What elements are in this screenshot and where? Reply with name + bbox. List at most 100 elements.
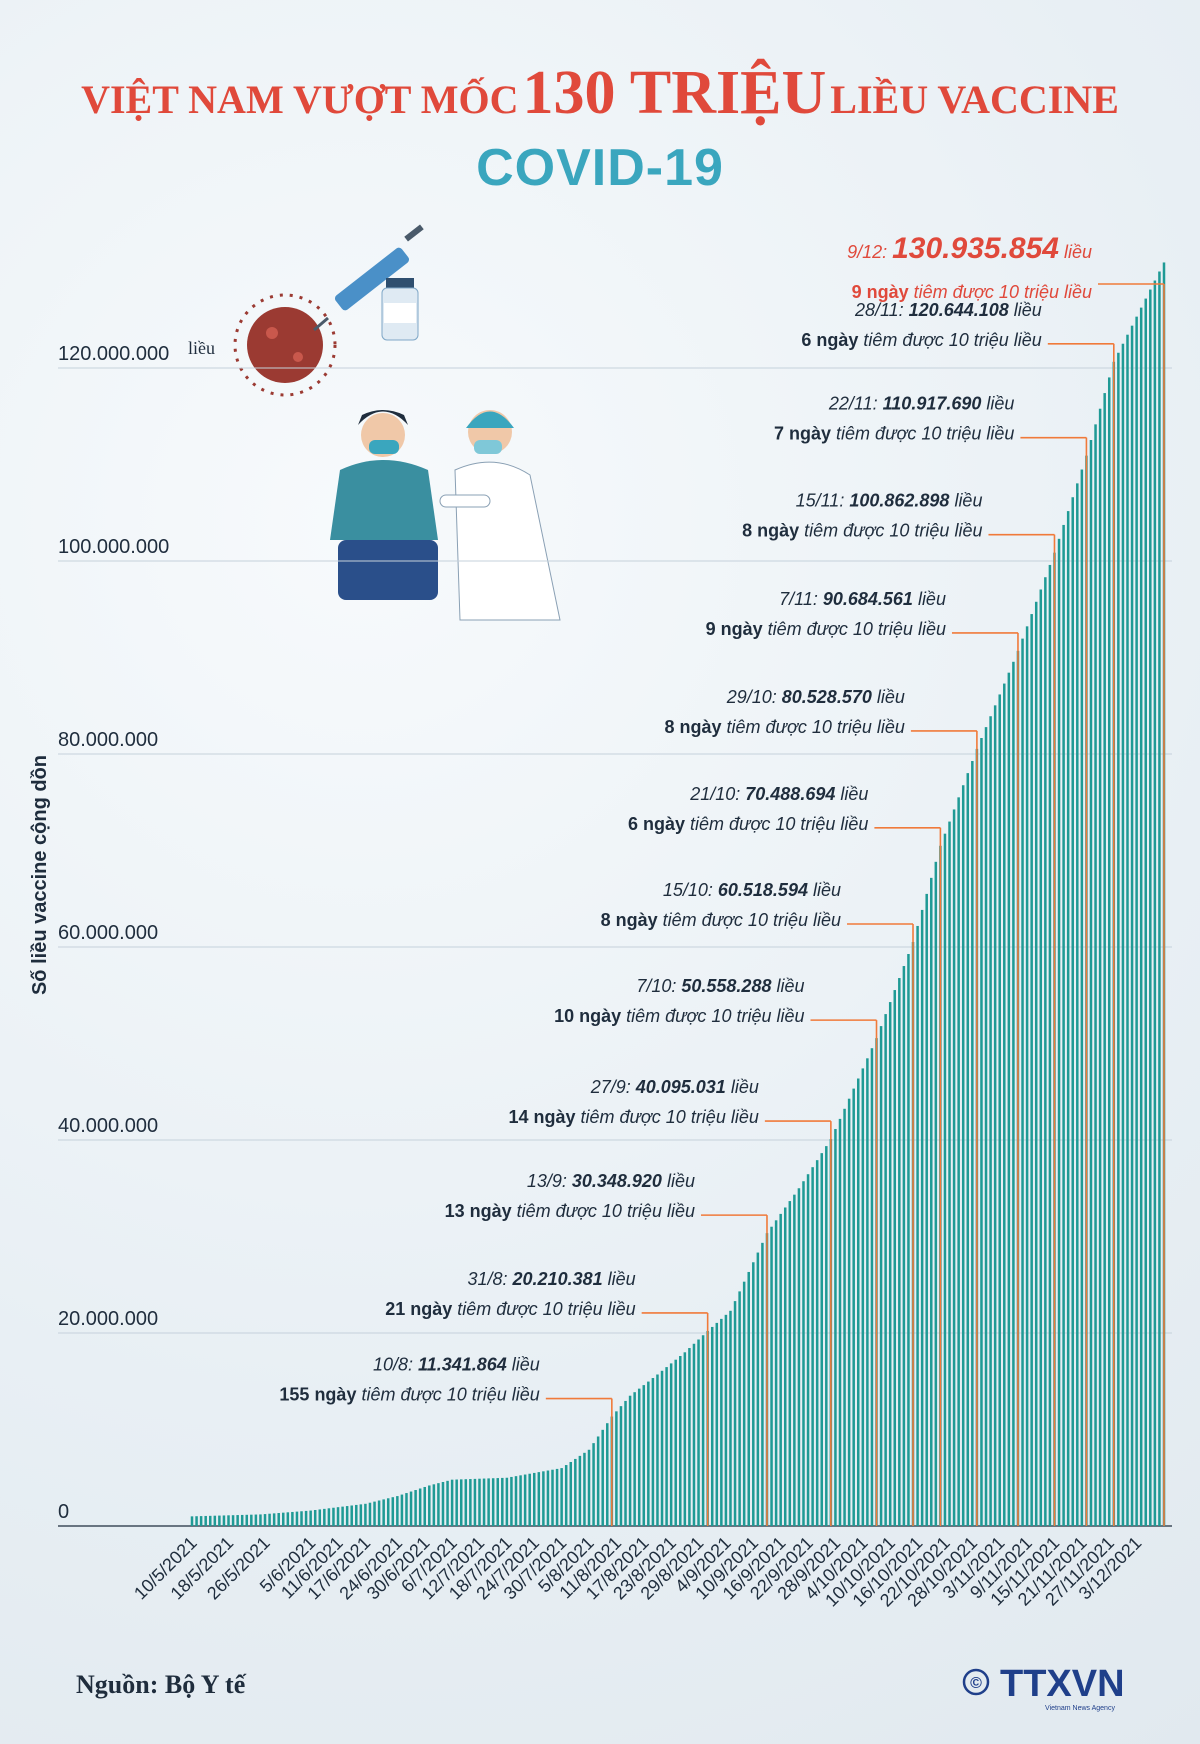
bar bbox=[437, 1483, 440, 1526]
bar bbox=[277, 1513, 280, 1526]
bar bbox=[195, 1516, 198, 1526]
bar bbox=[633, 1392, 636, 1526]
title-part2: LIỀU VACCINE bbox=[830, 77, 1119, 122]
bar bbox=[811, 1167, 814, 1526]
milestone-value: 120.644.108 bbox=[909, 300, 1009, 320]
milestone-days: 10 ngày bbox=[554, 1006, 626, 1026]
bar bbox=[236, 1515, 239, 1526]
milestone-date: 15/11: bbox=[796, 491, 850, 511]
milestone-rate-label: 9 ngày tiêm được 10 triệu liều bbox=[706, 619, 946, 639]
bar bbox=[1003, 683, 1006, 1526]
bar bbox=[1153, 280, 1157, 1526]
bar bbox=[473, 1478, 477, 1526]
milestone-value: 80.528.570 bbox=[782, 687, 872, 707]
bar bbox=[428, 1485, 431, 1526]
title-number: 130 TRIỆU bbox=[522, 59, 827, 127]
bar bbox=[309, 1510, 312, 1526]
y-tick-label: 100.000.000 bbox=[58, 536, 169, 558]
milestone-days: 21 ngày bbox=[385, 1299, 457, 1319]
y-tick-label: 60.000.000 bbox=[58, 922, 158, 944]
milestone-value: 20.210.381 bbox=[512, 1269, 603, 1289]
bar bbox=[665, 1367, 668, 1526]
milestone-days: 9 ngày bbox=[706, 619, 768, 639]
bar bbox=[1080, 469, 1084, 1526]
bar bbox=[245, 1514, 249, 1526]
milestone-days: 155 ngày bbox=[279, 1385, 361, 1405]
milestone-days: 6 ngày bbox=[801, 330, 863, 350]
bar bbox=[993, 705, 997, 1526]
bar bbox=[528, 1473, 531, 1526]
bar bbox=[888, 1002, 892, 1526]
milestone-note: tiêm được 10 triệu liều bbox=[663, 910, 841, 930]
milestone-date: 9/12: bbox=[847, 242, 892, 262]
bar bbox=[396, 1496, 399, 1526]
bar bbox=[1089, 440, 1093, 1526]
bar bbox=[332, 1507, 335, 1526]
milestone-value-label: 27/9: 40.095.031 liều bbox=[590, 1077, 759, 1097]
milestone-value-label: 9/12: 130.935.854 liều bbox=[847, 232, 1092, 265]
bar bbox=[660, 1370, 664, 1526]
bar bbox=[1126, 334, 1129, 1526]
bar bbox=[359, 1504, 363, 1526]
virus-icon bbox=[233, 293, 337, 397]
milestone-rate-label: 10 ngày tiêm được 10 triệu liều bbox=[554, 1006, 804, 1026]
bar bbox=[720, 1318, 723, 1526]
milestone-rate-label: 8 ngày tiêm được 10 triệu liều bbox=[601, 910, 841, 930]
syringe-icon bbox=[313, 224, 424, 332]
bar bbox=[313, 1509, 317, 1526]
bar bbox=[469, 1479, 472, 1526]
milestone-date: 15/10: bbox=[663, 880, 718, 900]
bar bbox=[1158, 271, 1161, 1526]
bar bbox=[1007, 672, 1011, 1526]
bar bbox=[542, 1471, 545, 1526]
bar bbox=[601, 1429, 604, 1526]
milestone-date: 28/11: bbox=[854, 300, 909, 320]
milestone-date: 27/9: bbox=[590, 1077, 636, 1097]
bar bbox=[783, 1207, 787, 1526]
bar bbox=[231, 1515, 235, 1526]
bar bbox=[907, 954, 910, 1526]
bar bbox=[574, 1458, 577, 1526]
bar bbox=[669, 1363, 673, 1526]
bar bbox=[674, 1359, 677, 1526]
bar bbox=[382, 1499, 385, 1526]
milestone-rate-label: 8 ngày tiêm được 10 triệu liều bbox=[664, 717, 904, 737]
bar bbox=[989, 716, 992, 1526]
bar bbox=[327, 1508, 331, 1526]
bar bbox=[1139, 307, 1143, 1527]
milestone-unit: liều bbox=[913, 589, 946, 609]
milestone-note: tiêm được 10 triệu liều bbox=[863, 330, 1041, 350]
bar bbox=[405, 1493, 408, 1526]
svg-text:Vietnam News Agency: Vietnam News Agency bbox=[1045, 1705, 1115, 1712]
bar bbox=[464, 1479, 468, 1526]
bar bbox=[459, 1479, 463, 1526]
bar bbox=[596, 1436, 600, 1526]
bar bbox=[355, 1504, 358, 1526]
bar bbox=[190, 1516, 194, 1526]
bar bbox=[847, 1098, 851, 1526]
milestone-unit: liều bbox=[808, 880, 841, 900]
y-tick-label: 40.000.000 bbox=[58, 1115, 158, 1137]
bar bbox=[683, 1352, 687, 1526]
bar bbox=[501, 1477, 504, 1526]
bar bbox=[587, 1449, 591, 1526]
bar bbox=[952, 809, 956, 1526]
milestone-value: 11.341.864 bbox=[418, 1355, 507, 1375]
bar bbox=[1057, 538, 1061, 1526]
milestone-unit: liều bbox=[1059, 242, 1092, 262]
bar bbox=[679, 1355, 682, 1526]
bar bbox=[418, 1488, 422, 1526]
bar bbox=[551, 1469, 554, 1526]
milestone-unit: liều bbox=[981, 394, 1014, 414]
plot-area: 0 20.000.000 40.000.000 60.000.000 80.000.00… bbox=[29, 232, 1172, 1611]
bar bbox=[733, 1301, 737, 1526]
milestone-days: 8 ngày bbox=[742, 521, 804, 541]
bar bbox=[377, 1500, 381, 1526]
bar bbox=[1076, 483, 1079, 1526]
bar bbox=[971, 761, 974, 1526]
milestone-days: 14 ngày bbox=[508, 1107, 580, 1127]
bar bbox=[898, 978, 901, 1526]
bar bbox=[1121, 343, 1125, 1526]
bar bbox=[934, 861, 938, 1526]
bar bbox=[532, 1472, 536, 1526]
